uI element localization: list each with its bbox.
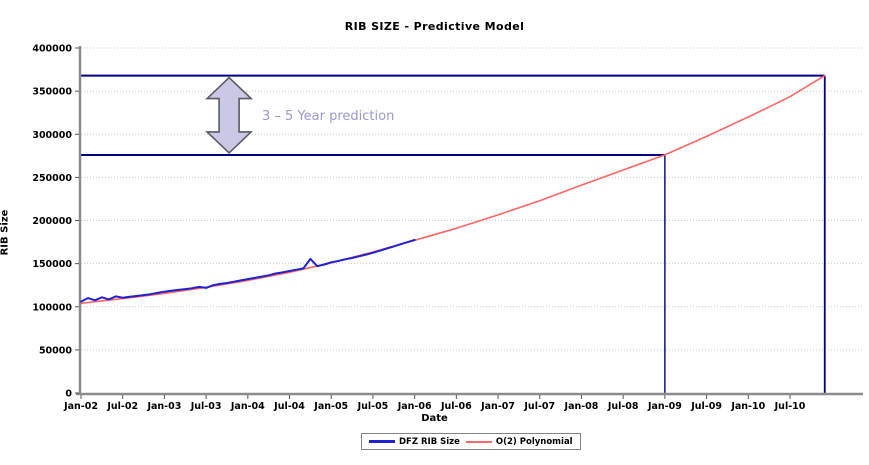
x-axis-title: Date bbox=[421, 413, 448, 424]
dfz-line-swatch-icon bbox=[369, 440, 395, 443]
x-tick-label: Jul-02 bbox=[106, 401, 138, 412]
legend-item-polynomial: O(2) Polynomial bbox=[465, 436, 573, 447]
chart-title: RIB SIZE - Predictive Model bbox=[344, 20, 525, 33]
x-tick-label: Jul-10 bbox=[774, 401, 806, 412]
x-tick-label: Jan-10 bbox=[730, 401, 765, 412]
x-tick-label: Jul-09 bbox=[690, 401, 722, 412]
x-tick-label: Jul-08 bbox=[607, 401, 639, 412]
y-tick-label: 250000 bbox=[32, 173, 72, 184]
x-tick-label: Jul-04 bbox=[273, 401, 305, 412]
x-tick-label: Jan-02 bbox=[63, 401, 98, 412]
legend-label-dfz: DFZ RIB Size bbox=[399, 436, 460, 447]
y-tick-label: 50000 bbox=[39, 345, 72, 356]
x-tick-label: Jan-05 bbox=[313, 401, 348, 412]
y-tick-label: 400000 bbox=[32, 44, 72, 55]
dfz-series-line bbox=[80, 238, 416, 303]
y-tick-label: 100000 bbox=[32, 302, 72, 313]
x-tick-label: Jan-03 bbox=[146, 401, 181, 412]
prediction-range-label: 3 – 5 Year prediction bbox=[262, 109, 395, 124]
x-tick-label: Jul-06 bbox=[440, 401, 472, 412]
x-tick-label: Jul-03 bbox=[190, 401, 222, 412]
y-tick-label: 350000 bbox=[32, 87, 72, 98]
y-tick-label: 0 bbox=[65, 389, 72, 400]
legend-item-dfz: DFZ RIB Size bbox=[369, 437, 460, 447]
polynomial-series-line bbox=[80, 74, 826, 305]
x-tick-label: Jan-08 bbox=[564, 401, 599, 412]
legend: DFZ RIB Size O(2) Polynomial bbox=[361, 433, 581, 450]
x-tick-label: Jan-04 bbox=[230, 401, 265, 412]
prediction-range-arrow-icon bbox=[205, 76, 254, 155]
x-tick-label: Jan-06 bbox=[397, 401, 432, 412]
y-tick-label: 300000 bbox=[32, 130, 72, 141]
y-tick-label: 200000 bbox=[32, 216, 72, 227]
polynomial-line-swatch-icon bbox=[465, 440, 492, 443]
x-tick-label: Jan-07 bbox=[480, 401, 515, 412]
x-tick-label: Jul-07 bbox=[523, 401, 555, 412]
legend-label-polynomial: O(2) Polynomial bbox=[495, 436, 573, 447]
y-tick-label: 150000 bbox=[32, 259, 72, 270]
x-tick-label: Jan-09 bbox=[647, 401, 682, 412]
x-tick-label: Jul-05 bbox=[357, 401, 389, 412]
